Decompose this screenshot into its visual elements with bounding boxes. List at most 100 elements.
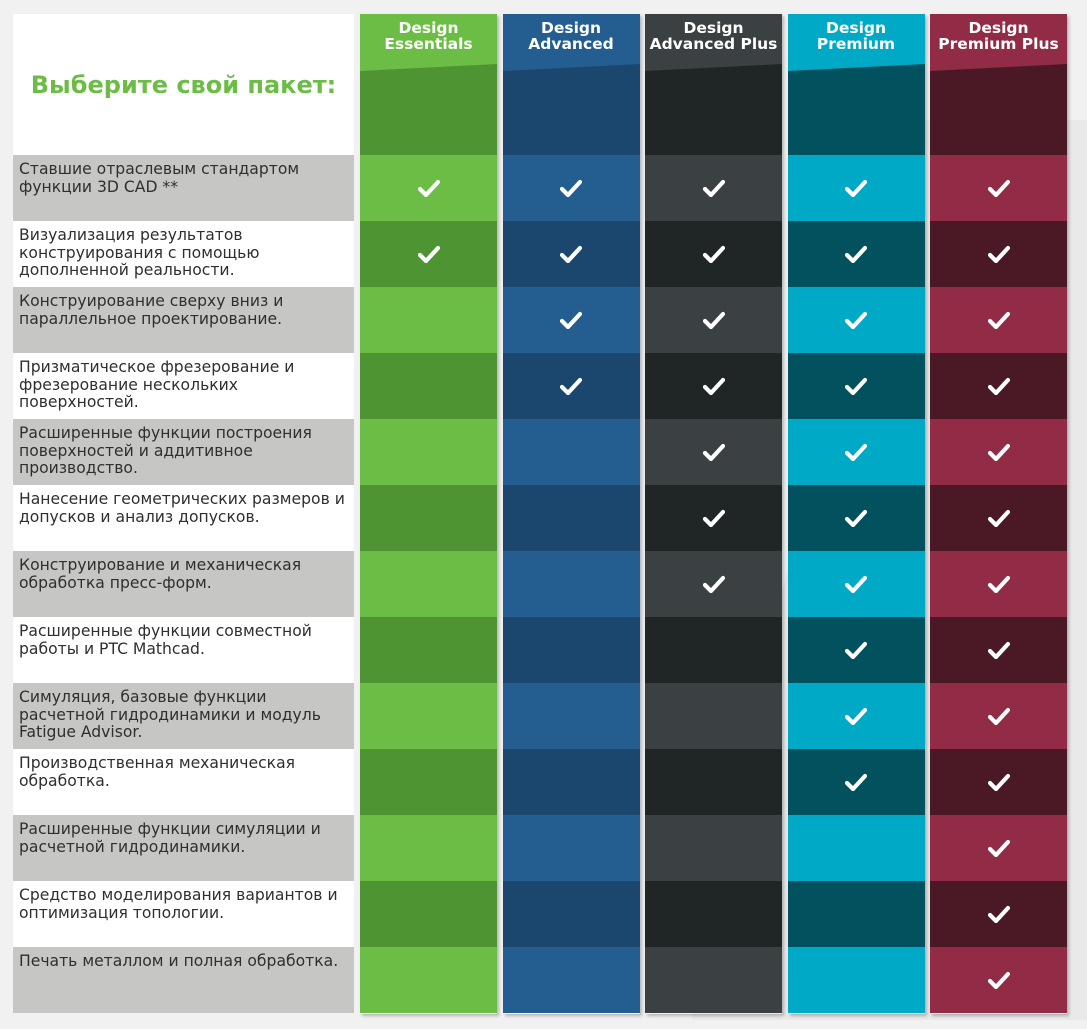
check-icon bbox=[987, 641, 1010, 659]
plan-name-line1: Design bbox=[540, 19, 602, 37]
check-icon bbox=[702, 311, 725, 329]
title-cell: Выберите свой пакет: bbox=[13, 14, 354, 155]
check-icon bbox=[702, 575, 725, 593]
plan-feature-cell bbox=[930, 617, 1067, 683]
plan-feature-cell bbox=[360, 749, 497, 815]
feature-label: Конструирование и механическая обработка… bbox=[13, 551, 354, 617]
plan-feature-cell bbox=[787, 419, 925, 485]
plan-feature-cell bbox=[502, 353, 640, 419]
check-icon bbox=[987, 707, 1010, 725]
check-icon bbox=[987, 377, 1010, 395]
feature-label: Производственная механическая обработка. bbox=[13, 749, 354, 815]
plan-header: Design Premium bbox=[787, 14, 925, 155]
plan-feature-cell bbox=[502, 617, 640, 683]
plan-feature-cell bbox=[787, 485, 925, 551]
plan-feature-cell bbox=[787, 353, 925, 419]
feature-label: Расширенные функции симуляции и расчетно… bbox=[13, 815, 354, 881]
feature-label: Нанесение геометрических размеров и допу… bbox=[13, 485, 354, 551]
plan-feature-cell bbox=[502, 485, 640, 551]
plan-name-line2: Essentials bbox=[384, 35, 473, 53]
plan-name-line2: Premium Plus bbox=[938, 35, 1059, 53]
check-icon bbox=[702, 377, 725, 395]
plan-feature-cell bbox=[502, 287, 640, 353]
plan-header: Design Advanced Plus bbox=[645, 14, 782, 155]
plan-feature-cell bbox=[787, 881, 925, 947]
plan-header: Design Essentials bbox=[360, 14, 497, 155]
plan-feature-cell bbox=[930, 551, 1067, 617]
plan-feature-cell bbox=[645, 617, 782, 683]
check-icon bbox=[845, 245, 867, 263]
plan-feature-cell bbox=[645, 287, 782, 353]
plan-feature-cell bbox=[502, 221, 640, 287]
check-icon bbox=[987, 311, 1010, 329]
check-icon bbox=[845, 707, 867, 725]
check-icon bbox=[560, 311, 582, 329]
plan-feature-cell bbox=[645, 815, 782, 881]
plan-name-line2: Premium bbox=[816, 35, 896, 53]
plan-feature-cell bbox=[360, 155, 497, 221]
check-icon bbox=[845, 377, 867, 395]
plan-feature-cell bbox=[645, 155, 782, 221]
check-icon bbox=[845, 641, 867, 659]
plan-feature-cell bbox=[502, 551, 640, 617]
plan-header: Design Premium Plus bbox=[930, 14, 1067, 155]
plan-feature-cell bbox=[787, 947, 925, 1013]
check-icon bbox=[845, 509, 867, 527]
plan-feature-cell bbox=[645, 353, 782, 419]
check-icon bbox=[987, 839, 1010, 857]
check-icon bbox=[845, 311, 867, 329]
plan-column: Design Advanced bbox=[502, 14, 640, 1014]
check-icon bbox=[987, 179, 1010, 197]
plan-feature-cell bbox=[645, 683, 782, 749]
plan-feature-cell bbox=[360, 881, 497, 947]
plan-feature-cell bbox=[360, 485, 497, 551]
feature-label: Расширенные функции построения поверхнос… bbox=[13, 419, 354, 485]
plan-feature-cell bbox=[360, 683, 497, 749]
plan-feature-cell bbox=[645, 749, 782, 815]
plan-feature-cell bbox=[360, 221, 497, 287]
check-icon bbox=[702, 179, 725, 197]
plan-name-line1: Design bbox=[398, 19, 459, 37]
check-icon bbox=[987, 443, 1010, 461]
plan-feature-cell bbox=[787, 221, 925, 287]
plan-feature-cell bbox=[930, 419, 1067, 485]
plan-feature-cell bbox=[645, 881, 782, 947]
check-icon bbox=[987, 905, 1010, 923]
plan-column: Design Premium Plus bbox=[930, 14, 1067, 1014]
plan-feature-cell bbox=[502, 947, 640, 1013]
plan-feature-cell bbox=[502, 155, 640, 221]
plan-name: Design Premium Plus bbox=[930, 20, 1067, 52]
plan-name-line1: Design bbox=[683, 19, 744, 37]
check-icon bbox=[560, 377, 582, 395]
check-icon bbox=[987, 245, 1010, 263]
check-icon bbox=[845, 575, 867, 593]
plan-feature-cell bbox=[930, 947, 1067, 1013]
plan-feature-cell bbox=[645, 947, 782, 1013]
plan-feature-cell bbox=[360, 353, 497, 419]
plan-feature-cell bbox=[502, 815, 640, 881]
plan-feature-cell bbox=[787, 815, 925, 881]
plan-feature-cell bbox=[645, 551, 782, 617]
plan-feature-cell bbox=[930, 155, 1067, 221]
plan-feature-cell bbox=[930, 485, 1067, 551]
plan-column: Design Essentials bbox=[360, 14, 497, 1014]
plan-feature-cell bbox=[360, 419, 497, 485]
check-icon bbox=[845, 773, 867, 791]
plan-feature-cell bbox=[787, 749, 925, 815]
plan-feature-cell bbox=[502, 419, 640, 485]
plan-feature-cell bbox=[645, 485, 782, 551]
plan-feature-cell bbox=[787, 617, 925, 683]
plan-feature-cell bbox=[360, 947, 497, 1013]
plan-feature-cell bbox=[930, 221, 1067, 287]
plan-feature-cell bbox=[930, 353, 1067, 419]
check-icon bbox=[987, 575, 1010, 593]
plan-feature-cell bbox=[787, 683, 925, 749]
plan-name: Design Essentials bbox=[360, 20, 497, 52]
check-icon bbox=[702, 443, 725, 461]
feature-label: Средство моделирования вариантов и оптим… bbox=[13, 881, 354, 947]
plan-name-line2: Advanced bbox=[528, 35, 614, 53]
plan-name: Design Advanced bbox=[503, 20, 640, 52]
check-icon bbox=[702, 245, 725, 263]
plan-feature-cell bbox=[787, 287, 925, 353]
plan-feature-cell bbox=[360, 617, 497, 683]
